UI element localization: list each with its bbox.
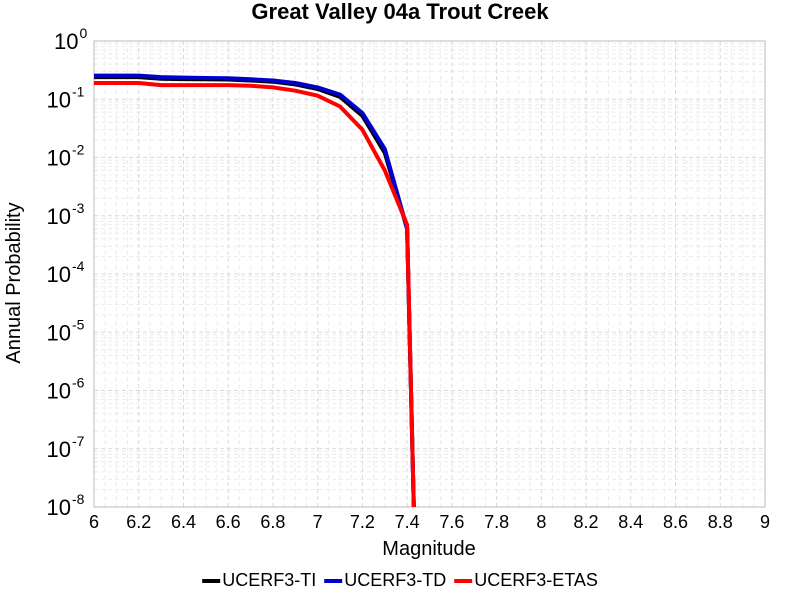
x-tick-label: 8.4 (618, 512, 643, 532)
x-tick-label: 7.8 (484, 512, 509, 532)
y-tick-label: 10 -1 (47, 83, 85, 112)
x-tick-label: 6.6 (216, 512, 241, 532)
legend-label: UCERF3-TI (222, 570, 316, 590)
grid (93, 40, 766, 508)
y-tick-exponent: -1 (72, 83, 85, 99)
y-tick-exponent: -7 (72, 433, 85, 449)
y-tick-exponent: -5 (72, 316, 85, 332)
y-tick-base: 10 (54, 29, 78, 54)
y-tick-label: 10 -2 (47, 142, 85, 171)
x-tick-label: 8.6 (663, 512, 688, 532)
legend-label: UCERF3-ETAS (474, 570, 598, 590)
x-tick-label: 7 (313, 512, 323, 532)
y-tick-exponent: -6 (72, 375, 85, 391)
y-tick-base: 10 (47, 204, 71, 229)
y-tick-label: 10 -3 (47, 200, 85, 229)
y-tick-base: 10 (47, 320, 71, 345)
y-tick-base: 10 (47, 495, 71, 520)
legend: UCERF3-TI UCERF3-TD UCERF3-ETAS (202, 570, 598, 590)
y-tick-label: 10 -7 (47, 433, 85, 462)
series-line-ucerf3-ti (94, 75, 416, 507)
x-tick-label: 6.2 (126, 512, 151, 532)
x-tick-label: 8.2 (574, 512, 599, 532)
x-tick-label: 6.4 (171, 512, 196, 532)
legend-item-ucerf3-ti: UCERF3-TI (202, 570, 316, 590)
y-tick-label: 10 -8 (47, 491, 85, 520)
y-tick-base: 10 (47, 379, 71, 404)
series-line-ucerf3-etas (94, 81, 416, 507)
y-tick-base: 10 (47, 262, 71, 287)
x-tick-label: 8.8 (708, 512, 733, 532)
y-axis-label: Annual Probability (3, 202, 25, 363)
y-tick-exponent: -8 (72, 491, 85, 507)
y-tick-base: 10 (47, 87, 71, 112)
x-tick-labels: 6 6.2 6.4 6.6 6.8 7 7.2 7.4 7.6 7.8 8 8.2 8.4 8.6 8.8 9 (89, 512, 770, 532)
x-tick-label: 7.6 (439, 512, 464, 532)
x-axis-label: Magnitude (382, 538, 475, 560)
x-tick-label: 7.2 (350, 512, 375, 532)
series-layer (94, 73, 416, 507)
x-tick-label: 7.4 (395, 512, 420, 532)
y-tick-exponent: -4 (72, 258, 85, 274)
y-tick-base: 10 (47, 437, 71, 462)
x-tick-label: 9 (760, 512, 770, 532)
y-tick-label: 10 -6 (47, 375, 85, 404)
legend-label: UCERF3-TD (344, 570, 446, 590)
y-tick-exponent: -2 (72, 142, 85, 158)
y-tick-label: 10 -5 (47, 316, 85, 345)
series-line-ucerf3-td (94, 73, 416, 507)
x-tick-label: 6.8 (260, 512, 285, 532)
y-tick-label: 10 -4 (47, 258, 85, 287)
x-tick-label: 8 (536, 512, 546, 532)
x-tick-label: 6 (89, 512, 99, 532)
y-tick-base: 10 (47, 146, 71, 171)
legend-item-ucerf3-td: UCERF3-TD (324, 570, 446, 590)
y-tick-label: 10 0 (54, 25, 87, 54)
legend-item-ucerf3-etas: UCERF3-ETAS (454, 570, 598, 590)
plot-area (93, 40, 766, 508)
y-tick-exponent: -3 (72, 200, 85, 216)
chart-title: Great Valley 04a Trout Creek (251, 0, 549, 24)
y-tick-exponent: 0 (80, 25, 88, 41)
